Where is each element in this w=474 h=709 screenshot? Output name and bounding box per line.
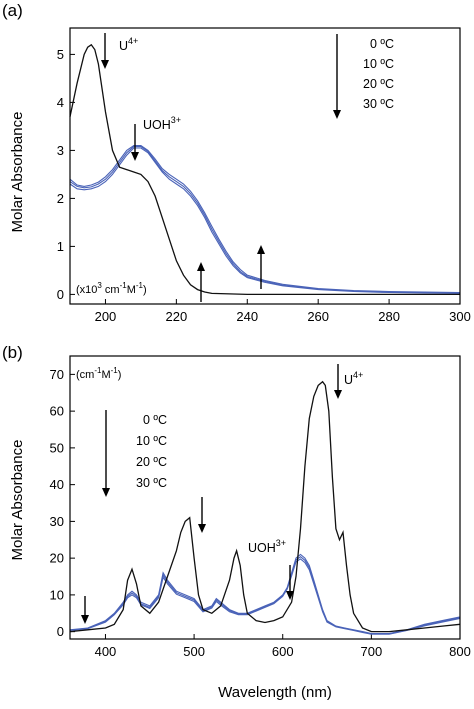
panel-a-y-tick-label: 3 (57, 143, 64, 158)
panel-b-uoh3-label: UOH3+ (248, 538, 286, 555)
arrowhead (257, 245, 265, 254)
panel-b-x-tick-label: 700 (361, 644, 383, 659)
panel-b-x-axis-label: Wavelength (nm) (218, 684, 332, 701)
panel-b-curves (69, 380, 461, 635)
panel-a-y-axis-label: Molar Absorbance (9, 112, 26, 233)
panel-a-units-note: (x103 cm-1M-1) (76, 281, 147, 296)
arrowhead (286, 591, 294, 600)
panel-a-legend-item: 0 ºC (370, 37, 394, 51)
panel-a-y-tick-label: 0 (57, 287, 64, 302)
chart-panel-a: (a) Molar Absorbance 200 220 240 260 280 3000… (2, 1, 471, 324)
arrowhead (198, 524, 206, 533)
panel-b-series-uoh3-curve (69, 558, 461, 635)
panel-b-x-tick-label: 400 (95, 644, 117, 659)
panel-b-units-note: (cm-1M-1) (76, 366, 121, 381)
panel-a-curves (69, 43, 461, 296)
panel-a-legend-item: 10 ºC (363, 57, 394, 71)
arrowhead (101, 60, 109, 69)
panel-a-axis-ticks: 200 220 240 260 280 300 0 1 2 3 4 5 (57, 47, 471, 324)
panel-a-uoh3-label: UOH3+ (143, 115, 181, 132)
panel-b-y-tick-label: 60 (50, 404, 64, 419)
panel-a-plot-frame (69, 27, 461, 305)
panel-b-y-tick-label: 10 (50, 587, 64, 602)
panel-b-y-tick-label: 30 (50, 514, 64, 529)
panel-b-y-axis-label: Molar Absorbance (9, 440, 26, 561)
panel-b-y-tick-label: 50 (50, 440, 64, 455)
chart-panel-b: (b) Molar Absorbance Wavelength (nm) 400… (2, 343, 471, 701)
panel-b-series-u4-curve (69, 380, 461, 633)
panel-a-legend-item: 30 ºC (363, 97, 394, 111)
panel-a-x-tick-label: 260 (307, 309, 329, 324)
panel-a-legend-item: 20 ºC (363, 77, 394, 91)
panel-b-legend-item: 30 ºC (136, 476, 167, 490)
panel-a-series-u4-curve (69, 43, 460, 296)
arrowhead (131, 152, 139, 161)
panel-b-x-tick-label: 500 (183, 644, 205, 659)
arrowhead (334, 390, 342, 399)
panel-a-legend: 0 ºC 10 ºC 20 ºC 30 ºC (333, 34, 394, 119)
panel-b-u4-label: U4+ (344, 370, 363, 387)
panel-b-y-tick-label: 0 (57, 624, 64, 639)
panel-a-x-tick-label: 200 (95, 309, 117, 324)
arrowhead (197, 262, 205, 271)
panel-a-u4-label: U4+ (119, 36, 138, 53)
panel-a-y-tick-label: 1 (57, 239, 64, 254)
panel-b-y-tick-label: 40 (50, 477, 64, 492)
panel-a-x-tick-label: 300 (449, 309, 471, 324)
panel-b-label: (b) (2, 343, 23, 362)
panel-b-legend: 0 ºC 10 ºC 20 ºC 30 ºC (102, 410, 167, 497)
panel-b-legend-item: 20 ºC (136, 455, 167, 469)
panel-b-legend-item: 10 ºC (136, 434, 167, 448)
panel-b-x-tick-label: 600 (272, 644, 294, 659)
panel-a-legend-arrowhead (333, 110, 341, 119)
panel-b-series-uoh3-curve (69, 553, 461, 635)
panel-b-axis-ticks: 400 500 600 700 800 0 10 20 30 40 50 60 70 (50, 367, 471, 659)
panel-b-y-tick-label: 70 (50, 367, 64, 382)
panel-a-y-tick-label: 5 (57, 47, 64, 62)
panel-b-plot-frame (69, 355, 461, 640)
panel-a-x-tick-label: 240 (236, 309, 258, 324)
arrowhead (81, 615, 89, 624)
panel-b-legend-arrowhead (102, 488, 110, 497)
panel-b-change-arrows (81, 364, 342, 624)
panel-a-label: (a) (2, 1, 23, 20)
panel-a-y-tick-label: 4 (57, 95, 64, 110)
panel-b-legend-item: 0 ºC (143, 413, 167, 427)
panel-a-x-tick-label: 220 (166, 309, 188, 324)
panel-b-x-tick-label: 800 (449, 644, 471, 659)
panel-a-y-tick-label: 2 (57, 191, 64, 206)
panel-a-series-uoh3-curve (69, 147, 461, 294)
panel-a-x-tick-label: 280 (378, 309, 400, 324)
panel-b-y-tick-label: 20 (50, 551, 64, 566)
panel-a-series-uoh3-curve (69, 146, 461, 294)
panel-a-series-uoh3-curve (69, 145, 461, 294)
panel-a-change-arrows (101, 33, 265, 302)
